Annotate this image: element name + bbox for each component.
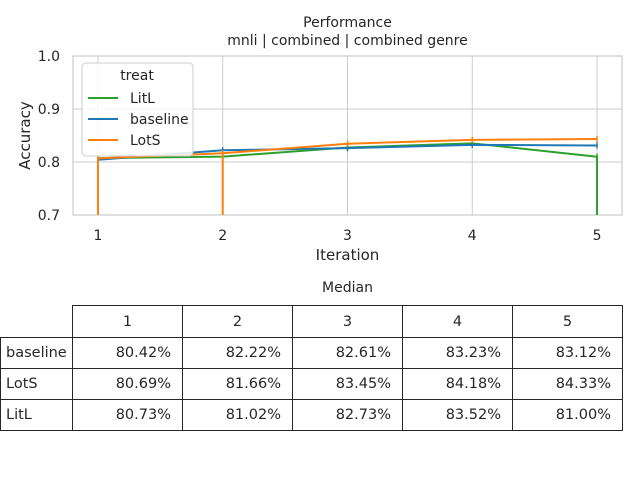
y-axis-label: Accuracy <box>16 101 34 170</box>
row-header: LotS <box>0 368 73 400</box>
chart-title: Performance <box>303 15 392 31</box>
y-tick-label: 0.9 <box>38 102 60 118</box>
legend-label: LotS <box>130 133 161 149</box>
table-cell: 84.18% <box>402 368 513 400</box>
median-table: 1 2 3 4 5 baseline 80.42% 82.22% 82.61% … <box>0 305 623 431</box>
line-chart: 1 2 3 4 5 0.7 0.8 0.9 1.0 Iteration Accuracy treat L… <box>16 49 623 264</box>
table-cell: 81.00% <box>512 399 623 431</box>
y-tick-label: 0.7 <box>38 208 60 224</box>
legend-label: baseline <box>130 112 189 128</box>
table-cell: 83.52% <box>402 399 513 431</box>
table-cell: 83.45% <box>292 368 403 400</box>
x-tick-label: 1 <box>93 228 102 244</box>
y-tick-label: 0.8 <box>38 155 60 171</box>
column-header: 4 <box>402 305 513 338</box>
table-cell: 80.42% <box>72 337 183 369</box>
chart-subtitle: mnli | combined | combined genre <box>227 33 468 49</box>
table-cell: 83.23% <box>402 337 513 369</box>
table-cell: 83.12% <box>512 337 623 369</box>
table-cell: 82.73% <box>292 399 403 431</box>
table-cell: 80.69% <box>72 368 183 400</box>
table-cell: 84.33% <box>512 368 623 400</box>
table-cell: 81.66% <box>182 368 293 400</box>
table-cell: 82.61% <box>292 337 403 369</box>
table-row: LitL 80.73% 81.02% 82.73% 83.52% 81.00% <box>0 399 623 431</box>
column-header: 2 <box>182 305 293 338</box>
column-header: 5 <box>512 305 623 338</box>
table-row: LotS 80.69% 81.66% 83.45% 84.18% 84.33% <box>0 368 623 400</box>
x-axis-label: Iteration <box>316 246 380 264</box>
x-tick-label: 2 <box>218 228 227 244</box>
table-title: Median <box>322 280 373 296</box>
x-tick-label: 3 <box>343 228 352 244</box>
row-header: baseline <box>0 337 73 369</box>
column-header: 3 <box>292 305 403 338</box>
x-tick-label: 5 <box>593 228 602 244</box>
table-corner <box>0 305 73 338</box>
table-cell: 82.22% <box>182 337 293 369</box>
legend-box <box>81 62 194 157</box>
table-header-row: 1 2 3 4 5 <box>0 305 623 338</box>
table-cell: 81.02% <box>182 399 293 431</box>
legend-title: treat <box>120 68 154 84</box>
y-tick-label: 1.0 <box>38 49 60 65</box>
plot-frame <box>72 55 623 216</box>
row-header: LitL <box>0 399 73 431</box>
table-cell: 80.73% <box>72 399 183 431</box>
table-row: baseline 80.42% 82.22% 82.61% 83.23% 83.… <box>0 337 623 369</box>
column-header: 1 <box>72 305 183 338</box>
x-tick-label: 4 <box>468 228 477 244</box>
legend-label: LitL <box>130 91 155 107</box>
